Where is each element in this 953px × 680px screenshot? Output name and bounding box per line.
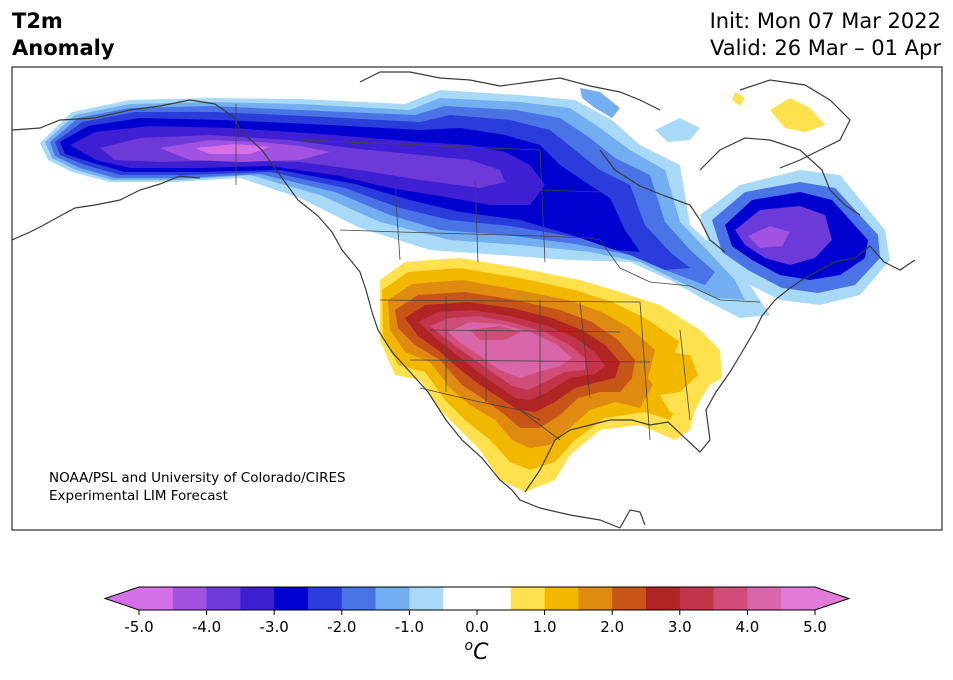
colorbar-segment [409,587,444,610]
credit-text: NOAA/PSL and University of Colorado/CIRE… [49,469,346,505]
colorbar-tick-label: 3.0 [668,618,692,636]
colorbar-segment [713,587,748,610]
degree-symbol: o [464,638,474,654]
colorbar-segment [240,587,275,610]
colorbar-over-arrow [815,587,849,610]
colorbar-tick-label: -3.0 [260,618,289,636]
title-field: Anomaly [12,36,115,60]
colorbar-unit: oC [0,638,953,665]
forecast-dates: Init: Mon 07 Mar 2022 Valid: 26 Mar – 01… [710,8,941,62]
colorbar-segment [544,587,579,610]
colorbar-tick-label: -4.0 [192,618,221,636]
colorbar-tick-label: 0.0 [465,618,489,636]
colorbar-segment [206,587,241,610]
colorbar-segment [274,587,309,610]
map-title: T2m Anomaly [12,8,115,62]
warm-anomaly-greenland [770,98,825,132]
colorbar-tick-label: -2.0 [327,618,356,636]
cold-anomaly-north [35,85,790,340]
colorbar-segment [578,587,613,610]
colorbar-segment [375,587,410,610]
valid-date: Valid: 26 Mar – 01 Apr [710,36,941,60]
title-variable: T2m [12,9,63,33]
colorbar-under-arrow [105,587,139,610]
colorbar-tick-label: 4.0 [735,618,759,636]
credit-line-1: NOAA/PSL and University of Colorado/CIRE… [49,470,346,486]
coastlines [12,71,916,529]
colorbar-tick-label: -1.0 [395,618,424,636]
warm-anomaly-southwest [380,258,722,492]
colorbar-segment [172,587,208,610]
political-borders [235,104,761,441]
colorbar-segment [443,587,512,610]
init-date: Init: Mon 07 Mar 2022 [709,9,941,33]
colorbar: -5.0 -4.0 -3.0 -2.0 -1.0 0.0 1.0 2.0 3.0 4.0 5.0 [103,586,851,636]
colorbar-tick-label: 1.0 [533,618,557,636]
colorbar-tick-label: -5.0 [124,618,153,636]
colorbar-segment [612,587,647,610]
colorbar-segment [747,587,782,610]
unit-label: C [473,640,489,665]
colorbar-segment [308,587,343,610]
colorbar-segment [139,587,174,610]
cold-anomaly-east [700,170,890,305]
map-frame [11,66,943,531]
colorbar-segment [341,587,377,610]
credit-line-2: Experimental LIM Forecast [49,488,228,504]
colorbar-segment [646,587,681,610]
colorbar-tick-label: 5.0 [803,618,827,636]
colorbar-tick-label: 2.0 [600,618,624,636]
colorbar-segment [781,587,816,610]
colorbar-segment [510,587,546,610]
colorbar-segment [679,587,715,610]
anomaly-map [11,66,943,531]
